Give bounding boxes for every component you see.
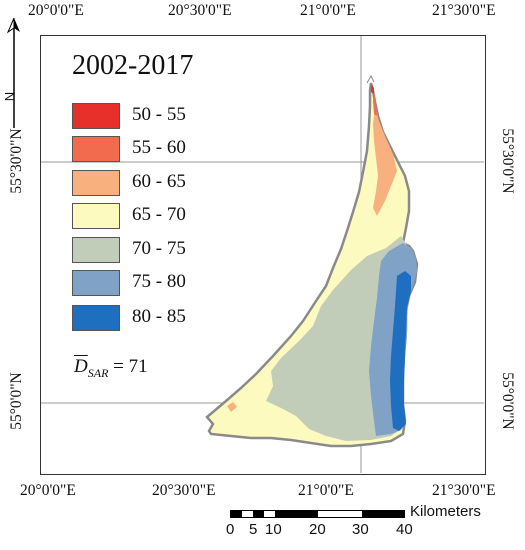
legend-swatch <box>72 136 120 162</box>
period-title: 2002-2017 <box>72 50 194 81</box>
legend-label: 80 - 85 <box>132 306 186 327</box>
scale-tick-40: 40 <box>396 521 413 538</box>
spit-outline <box>366 74 375 84</box>
zone-80-85 <box>390 271 411 431</box>
mean-value-annotation: DSAR = 71 <box>74 356 148 381</box>
scale-bar <box>230 510 405 518</box>
legend-swatch <box>72 270 120 296</box>
scale-tick-0: 0 <box>226 521 235 538</box>
mean-value: = 71 <box>113 356 148 377</box>
legend-swatch <box>72 203 120 229</box>
north-arrow-icon <box>6 17 22 128</box>
lat-label-left-1: 55°30'0"N <box>8 128 25 194</box>
lon-label-bottom-1: 20°0'0"E <box>20 482 76 499</box>
mean-subscript: SAR <box>87 366 109 380</box>
lat-label-right-1: 55°30'0"N <box>499 128 516 194</box>
legend-label: 60 - 65 <box>132 171 186 192</box>
lat-label-left-2: 55°0'0"N <box>8 372 25 430</box>
lat-label-right-2: 55°0'0"N <box>499 372 516 430</box>
legend-swatch <box>72 305 120 331</box>
zone-50-55 <box>371 84 374 94</box>
lagoon-map <box>41 36 484 473</box>
legend-swatch <box>72 170 120 196</box>
scale-tick-10: 10 <box>265 521 282 538</box>
mean-symbol: D <box>74 356 88 377</box>
scale-seg <box>264 511 275 517</box>
zone-60-65 <box>373 106 397 216</box>
scale-tick-30: 30 <box>352 521 369 538</box>
legend-label: 50 - 55 <box>132 104 186 125</box>
legend-swatch <box>72 237 120 263</box>
lon-label-bottom-3: 21°0'0"E <box>298 482 354 499</box>
lon-label-bottom-4: 21°30'0"E <box>432 482 496 499</box>
lon-label-top-2: 20°30'0"E <box>168 2 232 19</box>
scale-seg <box>242 511 253 517</box>
scale-tick-20: 20 <box>309 521 326 538</box>
legend-label: 70 - 75 <box>132 238 186 259</box>
lon-label-top-4: 21°30'0"E <box>432 2 496 19</box>
legend-swatch <box>72 103 120 129</box>
legend-label: 75 - 80 <box>132 271 186 292</box>
zone-55-60 <box>373 91 377 116</box>
lon-label-bottom-2: 20°30'0"E <box>152 482 216 499</box>
scale-seg <box>275 511 318 517</box>
scale-seg <box>362 511 405 517</box>
lon-label-top-3: 21°0'0"E <box>300 2 356 19</box>
north-label: N <box>2 91 18 102</box>
legend-label: 55 - 60 <box>132 137 186 158</box>
scale-seg <box>253 511 264 517</box>
scale-seg <box>231 511 242 517</box>
scale-tick-5: 5 <box>249 521 258 538</box>
scale-unit: Kilometers <box>410 503 481 520</box>
scale-seg <box>318 511 362 517</box>
zone-60-65-sw <box>227 402 237 412</box>
lon-label-top-1: 20°0'0"E <box>28 2 84 19</box>
legend-label: 65 - 70 <box>132 204 186 225</box>
